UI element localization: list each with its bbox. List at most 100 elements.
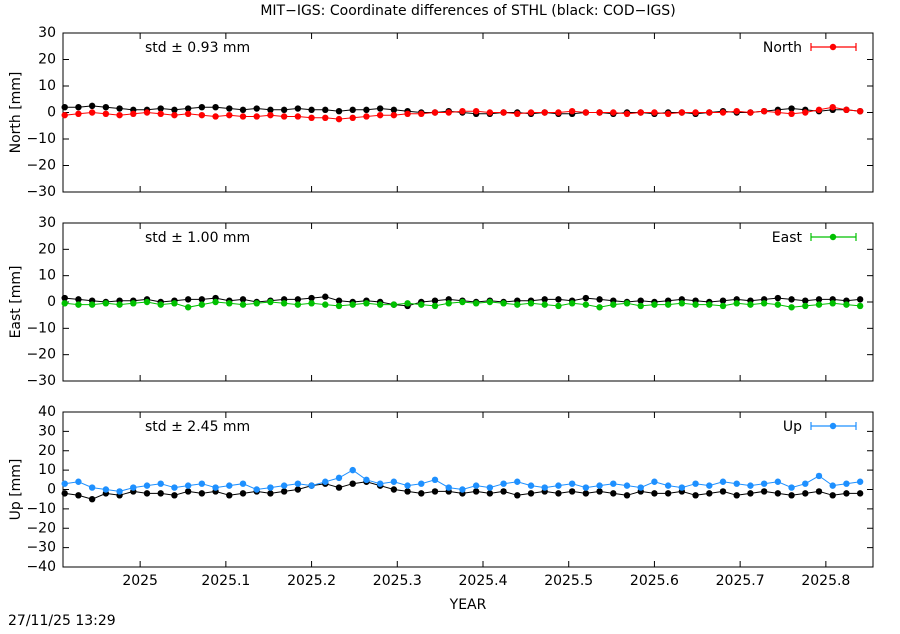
y-tick-label: 10 bbox=[38, 78, 56, 94]
data-point bbox=[267, 111, 274, 119]
data-point bbox=[143, 298, 151, 306]
data-point bbox=[198, 490, 206, 497]
y-tick-label: −10 bbox=[26, 501, 56, 517]
data-point bbox=[555, 296, 562, 303]
data-point bbox=[815, 301, 823, 308]
data-point bbox=[349, 466, 356, 474]
data-point bbox=[541, 296, 548, 303]
data-point bbox=[733, 300, 740, 307]
data-point bbox=[171, 484, 178, 491]
data-point bbox=[280, 488, 288, 495]
data-point bbox=[582, 294, 590, 302]
data-point bbox=[130, 484, 137, 491]
data-point bbox=[692, 492, 699, 499]
data-point bbox=[843, 106, 850, 114]
data-point bbox=[459, 298, 466, 306]
data-point bbox=[349, 114, 356, 122]
data-point bbox=[856, 107, 864, 115]
data-point bbox=[171, 111, 178, 119]
data-point bbox=[418, 490, 425, 497]
data-point bbox=[184, 488, 192, 495]
data-point bbox=[555, 490, 562, 497]
data-point bbox=[102, 486, 110, 493]
data-point bbox=[719, 297, 727, 304]
data-point bbox=[75, 478, 82, 485]
data-point bbox=[335, 297, 343, 304]
y-tick-label: 10 bbox=[38, 268, 56, 284]
y-tick-label: 0 bbox=[47, 105, 56, 121]
data-point bbox=[706, 482, 713, 489]
data-point bbox=[582, 109, 590, 116]
data-point bbox=[212, 484, 219, 491]
y-tick-label: 20 bbox=[38, 443, 56, 459]
std-label: std ± 2.45 mm bbox=[145, 419, 250, 435]
y-tick-label: −30 bbox=[26, 540, 56, 556]
data-point bbox=[500, 109, 507, 116]
data-point bbox=[527, 109, 535, 116]
data-point bbox=[719, 488, 727, 495]
data-point bbox=[75, 301, 82, 308]
data-point bbox=[829, 482, 836, 489]
data-point bbox=[856, 296, 864, 303]
data-point bbox=[610, 301, 617, 308]
data-point bbox=[596, 488, 603, 495]
data-point bbox=[596, 296, 603, 303]
data-point bbox=[418, 301, 425, 308]
y-tick-label: −30 bbox=[26, 373, 56, 389]
data-point bbox=[157, 480, 164, 487]
data-point bbox=[623, 492, 631, 499]
data-point bbox=[637, 302, 644, 310]
data-point bbox=[431, 302, 439, 310]
data-point bbox=[788, 492, 795, 499]
data-point bbox=[651, 478, 658, 485]
data-point bbox=[61, 294, 68, 302]
data-point bbox=[308, 482, 315, 489]
data-point bbox=[856, 478, 864, 485]
data-point bbox=[664, 490, 672, 497]
data-point bbox=[198, 301, 206, 308]
data-point bbox=[390, 478, 398, 485]
data-point bbox=[582, 301, 590, 308]
y-tick-label: −40 bbox=[26, 559, 56, 575]
data-point bbox=[774, 490, 782, 497]
data-point bbox=[500, 300, 507, 307]
data-point bbox=[541, 301, 548, 308]
data-point bbox=[445, 484, 452, 491]
data-point bbox=[308, 106, 315, 114]
data-point bbox=[239, 301, 247, 308]
data-point bbox=[61, 104, 68, 111]
data-point bbox=[788, 110, 795, 118]
data-point bbox=[239, 106, 247, 114]
data-point bbox=[596, 304, 603, 311]
data-point bbox=[102, 300, 110, 307]
data-point bbox=[390, 486, 398, 493]
data-point bbox=[335, 302, 343, 310]
y-tick-label: 30 bbox=[38, 25, 56, 41]
data-point bbox=[747, 482, 754, 489]
data-point bbox=[706, 109, 713, 116]
data-point bbox=[815, 472, 823, 480]
data-point bbox=[431, 109, 439, 116]
data-point bbox=[459, 486, 466, 493]
data-point bbox=[102, 110, 110, 118]
data-point bbox=[116, 301, 123, 308]
data-point bbox=[747, 109, 754, 116]
data-point bbox=[376, 480, 384, 487]
data-point bbox=[719, 302, 727, 310]
data-point bbox=[363, 106, 370, 114]
data-point bbox=[829, 492, 836, 499]
data-point bbox=[774, 294, 782, 302]
data-point bbox=[335, 115, 343, 123]
data-point bbox=[75, 492, 82, 499]
data-point bbox=[116, 105, 123, 112]
data-point bbox=[267, 298, 274, 306]
data-point bbox=[514, 478, 521, 485]
data-point bbox=[431, 476, 439, 484]
data-point bbox=[500, 488, 507, 495]
data-point bbox=[815, 488, 823, 495]
data-point bbox=[322, 478, 329, 485]
data-point bbox=[308, 294, 315, 302]
data-point bbox=[88, 484, 96, 491]
data-point bbox=[308, 114, 315, 122]
